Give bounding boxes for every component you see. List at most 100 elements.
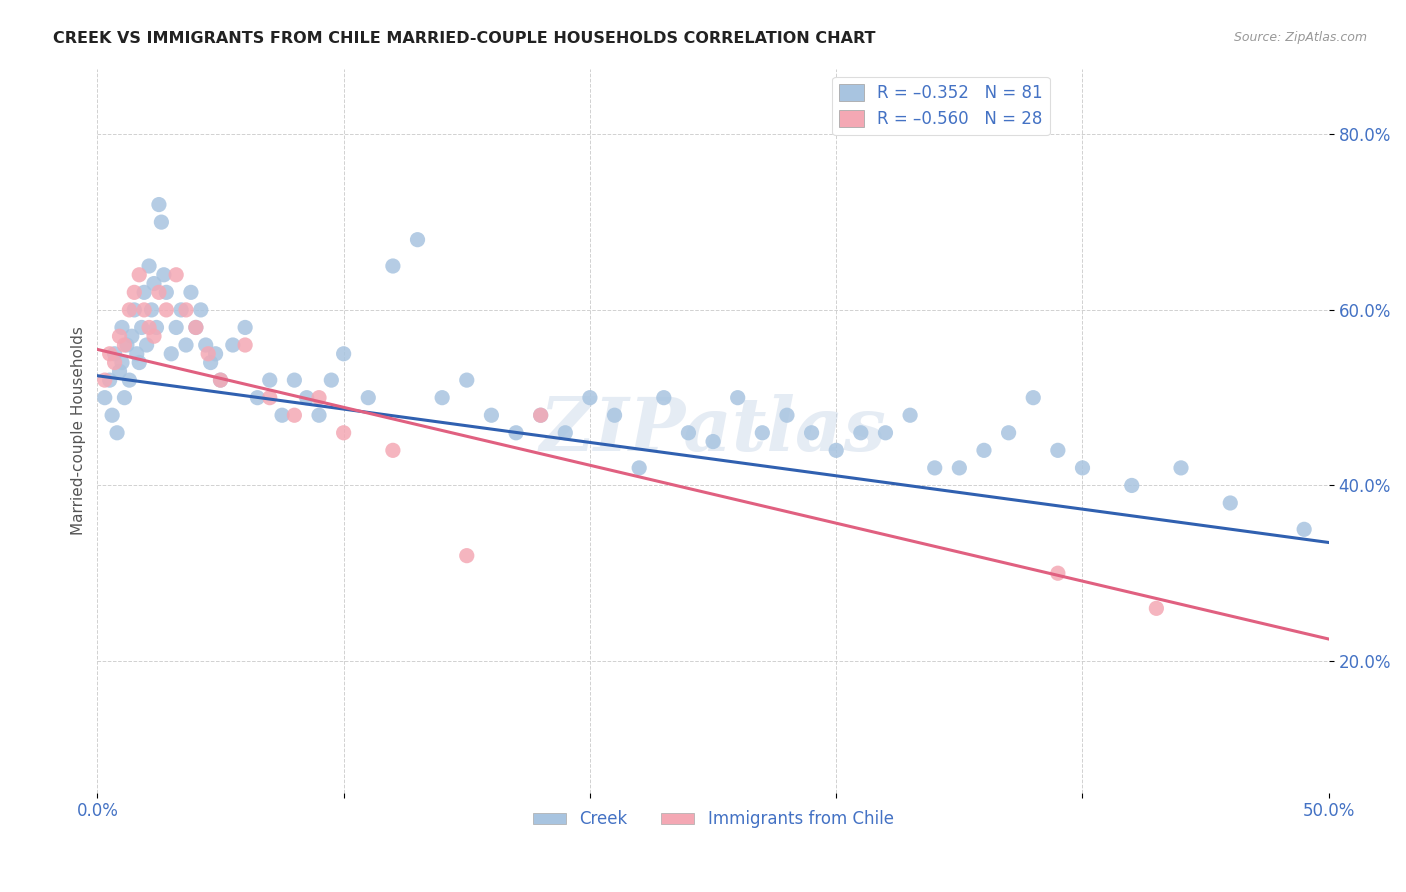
Point <box>898 409 921 423</box>
Point <box>308 409 330 423</box>
Point <box>948 461 970 475</box>
Point <box>332 425 354 440</box>
Point <box>153 268 176 282</box>
Point <box>98 347 121 361</box>
Point <box>505 425 527 440</box>
Point <box>93 373 115 387</box>
Point <box>121 329 143 343</box>
Point <box>174 338 197 352</box>
Point <box>138 259 160 273</box>
Point <box>180 285 202 300</box>
Point <box>554 425 576 440</box>
Point <box>114 391 136 405</box>
Point <box>118 302 141 317</box>
Point <box>150 215 173 229</box>
Point <box>184 320 207 334</box>
Point <box>751 425 773 440</box>
Point <box>200 355 222 369</box>
Point <box>134 302 156 317</box>
Point <box>481 409 503 423</box>
Legend: Creek, Immigrants from Chile: Creek, Immigrants from Chile <box>526 804 900 835</box>
Point <box>283 373 305 387</box>
Point <box>321 373 343 387</box>
Point <box>155 302 177 317</box>
Point <box>1294 522 1316 536</box>
Y-axis label: Married-couple Households: Married-couple Households <box>72 326 86 535</box>
Point <box>259 373 281 387</box>
Point <box>204 347 226 361</box>
Point <box>381 259 404 273</box>
Point <box>430 391 453 405</box>
Point <box>160 347 183 361</box>
Point <box>579 391 602 405</box>
Point <box>652 391 675 405</box>
Point <box>997 425 1019 440</box>
Point <box>124 302 146 317</box>
Point <box>1071 461 1094 475</box>
Point <box>678 425 700 440</box>
Point <box>101 409 124 423</box>
Point <box>332 347 354 361</box>
Point <box>104 355 127 369</box>
Point <box>165 268 187 282</box>
Point <box>209 373 232 387</box>
Point <box>135 338 157 352</box>
Point <box>456 373 478 387</box>
Point <box>246 391 269 405</box>
Point <box>145 320 167 334</box>
Point <box>875 425 897 440</box>
Point <box>406 233 429 247</box>
Point <box>1046 566 1069 581</box>
Point <box>1170 461 1192 475</box>
Point <box>155 285 177 300</box>
Point <box>1121 478 1143 492</box>
Point <box>98 373 121 387</box>
Point <box>170 302 193 317</box>
Point <box>530 409 553 423</box>
Point <box>776 409 799 423</box>
Point <box>131 320 153 334</box>
Point <box>148 197 170 211</box>
Point <box>727 391 749 405</box>
Point <box>125 347 148 361</box>
Point <box>308 391 330 405</box>
Point <box>222 338 245 352</box>
Point <box>93 391 115 405</box>
Point <box>357 391 380 405</box>
Point <box>190 302 212 317</box>
Point <box>259 391 281 405</box>
Point <box>194 338 217 352</box>
Point <box>381 443 404 458</box>
Point <box>165 320 187 334</box>
Point <box>849 425 872 440</box>
Point <box>628 461 651 475</box>
Point <box>148 285 170 300</box>
Point <box>134 285 156 300</box>
Point <box>111 320 134 334</box>
Point <box>143 277 166 291</box>
Point <box>104 347 127 361</box>
Point <box>702 434 724 449</box>
Point <box>111 355 134 369</box>
Point <box>115 338 138 352</box>
Text: CREEK VS IMMIGRANTS FROM CHILE MARRIED-COUPLE HOUSEHOLDS CORRELATION CHART: CREEK VS IMMIGRANTS FROM CHILE MARRIED-C… <box>53 31 876 46</box>
Point <box>283 409 305 423</box>
Point <box>128 355 150 369</box>
Point <box>1022 391 1045 405</box>
Point <box>233 320 256 334</box>
Point <box>174 302 197 317</box>
Text: ZIPatlas: ZIPatlas <box>540 394 887 467</box>
Point <box>233 338 256 352</box>
Point <box>295 391 318 405</box>
Point <box>456 549 478 563</box>
Point <box>1144 601 1167 615</box>
Point <box>141 302 163 317</box>
Point <box>143 329 166 343</box>
Point <box>128 268 150 282</box>
Point <box>184 320 207 334</box>
Point <box>800 425 823 440</box>
Point <box>1219 496 1241 510</box>
Point <box>924 461 946 475</box>
Point <box>124 285 146 300</box>
Point <box>973 443 995 458</box>
